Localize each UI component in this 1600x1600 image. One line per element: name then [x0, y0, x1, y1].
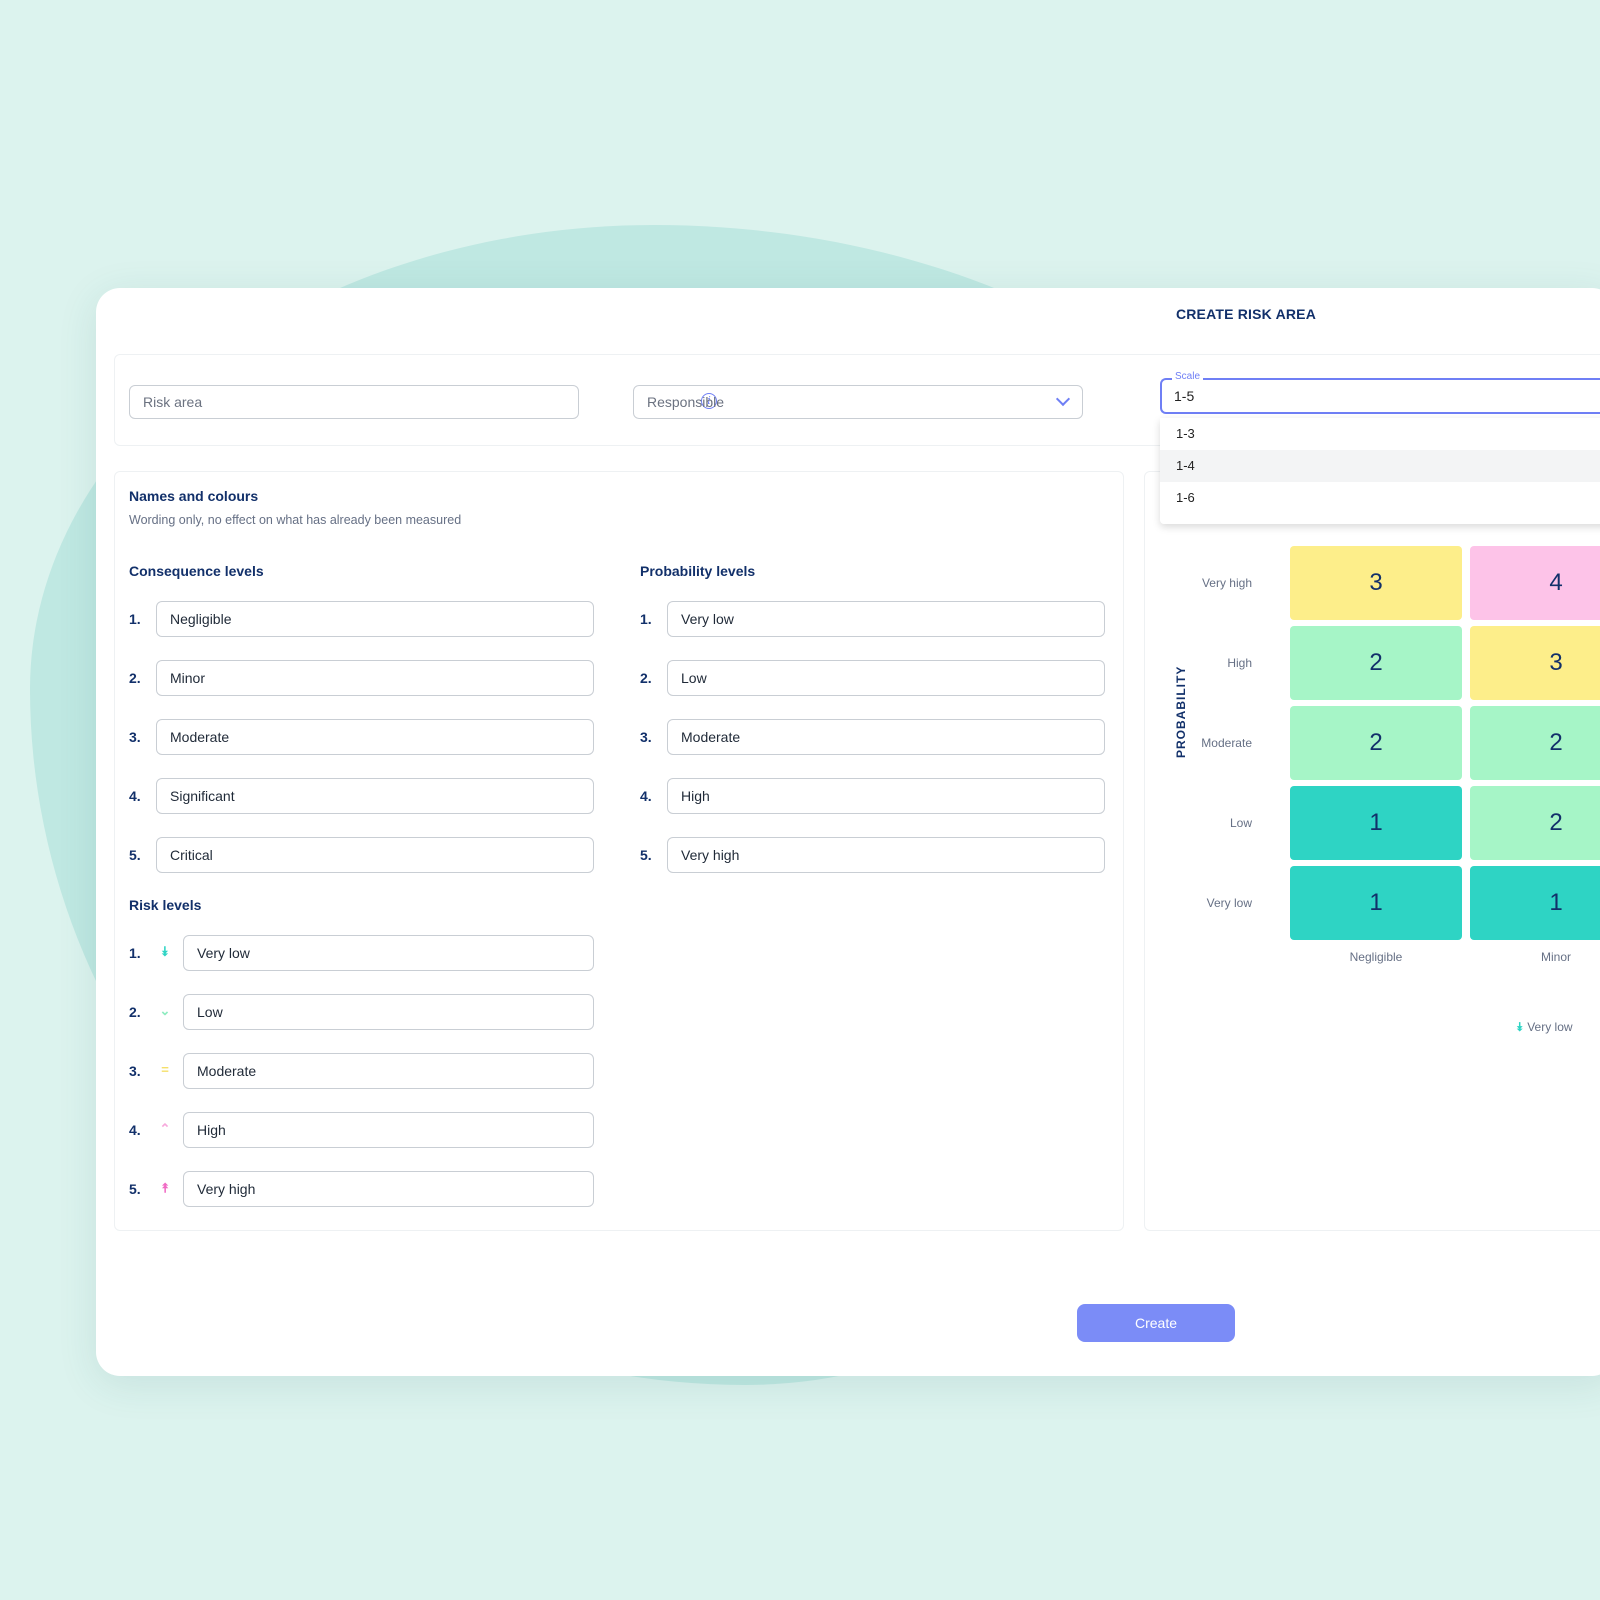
matrix-cell[interactable]: 4 [1470, 546, 1600, 620]
scale-option[interactable]: 1-3 [1176, 426, 1195, 441]
consequence-level-input[interactable]: Critical [156, 837, 594, 873]
row-label: High [1227, 656, 1252, 670]
risk-level-number: 1. [129, 945, 141, 961]
risk-level-number: 3. [129, 1063, 141, 1079]
matrix-cell[interactable]: 1 [1470, 866, 1600, 940]
responsible-select[interactable]: Responsible [633, 385, 1083, 419]
consequence-level-input[interactable]: Moderate [156, 719, 594, 755]
create-risk-area-dialog: CREATE RISK AREA Risk area i Responsible… [96, 288, 1600, 1376]
chevron-down-icon [1055, 391, 1071, 407]
scale-select[interactable]: Scale 1-5 [1160, 371, 1600, 414]
matrix-cell[interactable]: 1 [1290, 866, 1462, 940]
scale-option[interactable]: 1-4 [1160, 450, 1600, 482]
consequence-level-input[interactable]: Minor [156, 660, 594, 696]
matrix-cell[interactable]: 2 [1470, 706, 1600, 780]
matrix-cell[interactable]: 2 [1290, 626, 1462, 700]
info-icon[interactable]: i [701, 393, 717, 409]
consequence-level-number: 4. [129, 788, 141, 804]
top-panel: Risk area i Responsible [114, 354, 1600, 446]
risk-heading: Risk levels [129, 897, 202, 913]
consequence-level-number: 3. [129, 729, 141, 745]
matrix-cell[interactable]: 3 [1470, 626, 1600, 700]
create-button[interactable]: Create [1077, 1304, 1235, 1342]
probability-level-input[interactable]: Low [667, 660, 1105, 696]
probability-level-number: 4. [640, 788, 652, 804]
probability-level-input[interactable]: Very low [667, 601, 1105, 637]
double-chevron-down-icon: ⯯ [1516, 1020, 1524, 1034]
equals-icon: = [161, 1062, 169, 1077]
risk-level-input[interactable]: Very high [183, 1171, 594, 1207]
risk-level-input[interactable]: Very low [183, 935, 594, 971]
probability-heading: Probability levels [640, 563, 756, 579]
double-chevron-down-icon: ⯯ [161, 944, 169, 959]
consequence-heading: Consequence levels [129, 563, 264, 579]
names-and-colours-panel: Names and colours Wording only, no effec… [114, 471, 1124, 1231]
consequence-level-number: 5. [129, 847, 141, 863]
double-chevron-up-icon: ⯭ [161, 1180, 169, 1195]
risk-level-input[interactable]: High [183, 1112, 594, 1148]
column-label: Minor [1540, 950, 1571, 964]
matrix-cell[interactable]: 2 [1290, 706, 1462, 780]
row-label: Low [1229, 816, 1252, 830]
consequence-level-number: 2. [129, 670, 141, 686]
scale-dropdown: 1-3 1-4 1-6 [1160, 418, 1600, 524]
dialog-title: CREATE RISK AREA [1175, 306, 1317, 322]
row-label: Moderate [1201, 736, 1252, 750]
names-subtitle: Wording only, no effect on what has alre… [129, 513, 462, 527]
consequence-level-input[interactable]: Negligible [156, 601, 594, 637]
probability-level-number: 5. [640, 847, 652, 863]
scale-option[interactable]: 1-6 [1176, 490, 1195, 505]
chevron-up-icon: ⌃ [159, 1121, 171, 1136]
probability-level-number: 3. [640, 729, 652, 745]
probability-level-input[interactable]: Very high [667, 837, 1105, 873]
probability-level-input[interactable]: Moderate [667, 719, 1105, 755]
probability-level-input[interactable]: High [667, 778, 1105, 814]
risk-level-number: 2. [129, 1004, 141, 1020]
risk-level-number: 4. [129, 1122, 141, 1138]
legend-item: ⯯ Very low [1516, 1020, 1573, 1035]
legend-label: Very low [1527, 1020, 1573, 1034]
matrix-cell[interactable]: 1 [1290, 786, 1462, 860]
probability-level-number: 2. [640, 670, 652, 686]
risk-level-input[interactable]: Moderate [183, 1053, 594, 1089]
consequence-level-number: 1. [129, 611, 141, 627]
matrix-cell[interactable]: 3 [1290, 546, 1462, 620]
names-heading: Names and colours [129, 488, 259, 504]
column-label: Negligible [1349, 950, 1403, 964]
row-label: Very low [1206, 896, 1252, 910]
scale-label: Scale [1172, 371, 1204, 382]
probability-level-number: 1. [640, 611, 652, 627]
responsible-placeholder: Responsible [647, 394, 725, 410]
scale-value: 1-5 [1174, 388, 1195, 404]
consequence-level-input[interactable]: Significant [156, 778, 594, 814]
chevron-down-icon: ⌄ [159, 1003, 171, 1018]
matrix-cell[interactable]: 2 [1470, 786, 1600, 860]
row-label: Very high [1201, 576, 1252, 590]
risk-level-number: 5. [129, 1181, 141, 1197]
risk-level-input[interactable]: Low [183, 994, 594, 1030]
risk-area-input[interactable]: Risk area [129, 385, 579, 419]
